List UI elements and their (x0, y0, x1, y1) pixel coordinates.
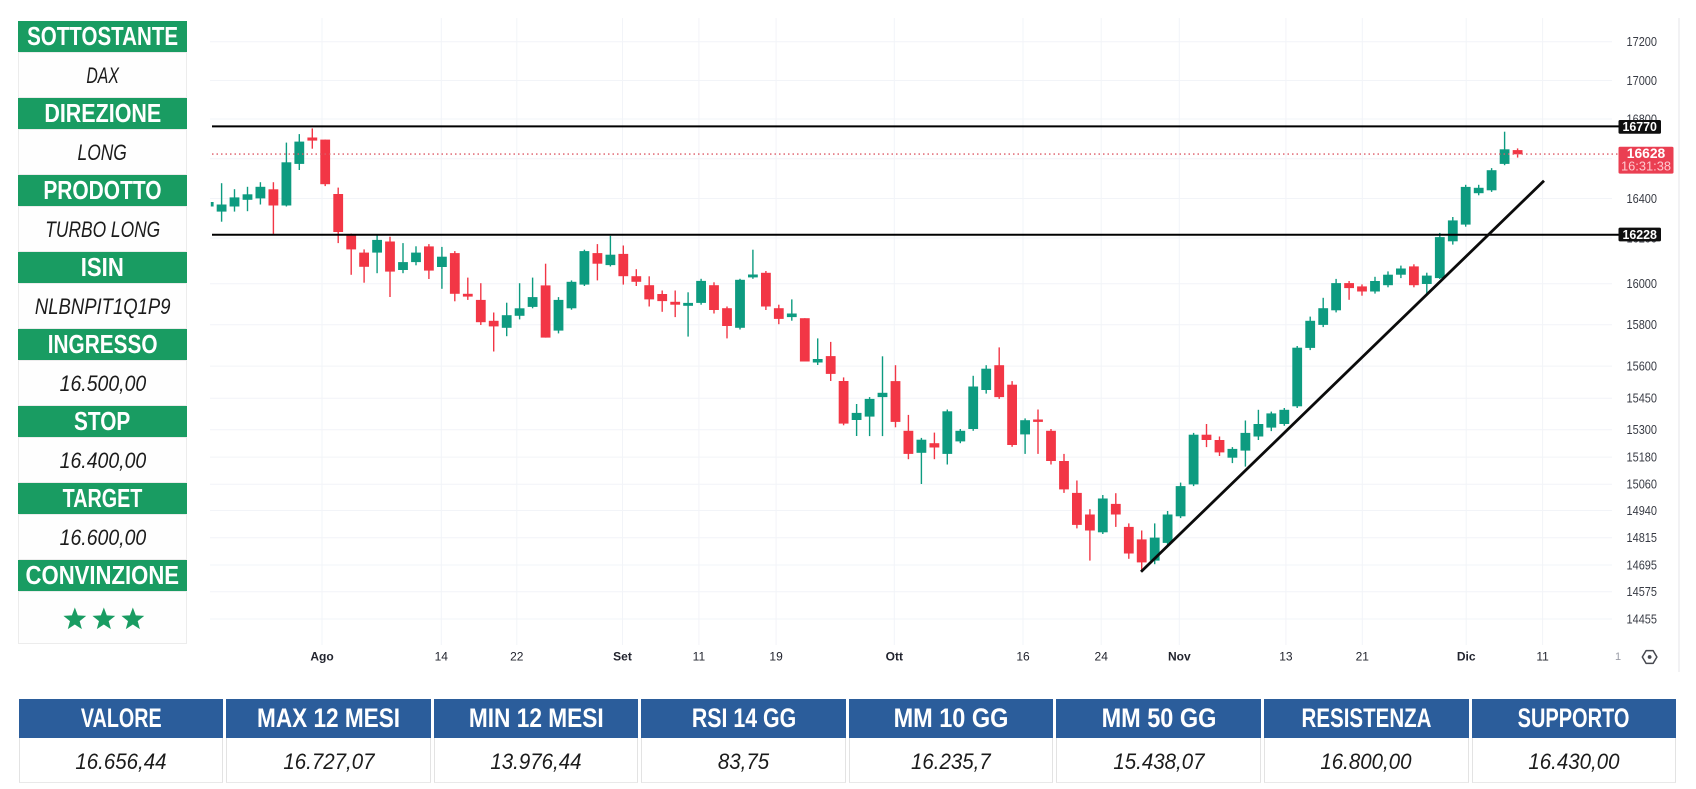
svg-text:14575: 14575 (1627, 585, 1658, 599)
svg-text:17200: 17200 (1627, 35, 1658, 49)
svg-text:14940: 14940 (1627, 504, 1658, 518)
svg-text:11: 11 (1536, 650, 1549, 664)
svg-text:15450: 15450 (1627, 392, 1658, 406)
svg-text:11: 11 (693, 650, 706, 664)
svg-text:16: 16 (1016, 650, 1030, 664)
svg-text:24: 24 (1095, 650, 1109, 664)
svg-text:15600: 15600 (1627, 359, 1658, 373)
svg-text:16000: 16000 (1627, 277, 1658, 291)
svg-text:14: 14 (435, 650, 449, 664)
svg-text:13: 13 (1279, 650, 1293, 664)
svg-text:16628: 16628 (1627, 146, 1666, 161)
svg-text:22: 22 (510, 650, 524, 664)
svg-text:14695: 14695 (1627, 558, 1658, 572)
svg-text:15180: 15180 (1627, 450, 1658, 464)
svg-text:16400: 16400 (1627, 192, 1658, 206)
svg-text:1: 1 (1615, 651, 1621, 663)
svg-text:15800: 15800 (1627, 318, 1658, 332)
svg-text:16:31:38: 16:31:38 (1621, 160, 1671, 174)
svg-text:16228: 16228 (1622, 228, 1657, 242)
svg-text:17000: 17000 (1627, 74, 1658, 88)
svg-text:14815: 14815 (1627, 531, 1658, 545)
svg-text:Ago: Ago (310, 650, 333, 664)
svg-text:Dic: Dic (1457, 650, 1476, 664)
svg-text:Nov: Nov (1168, 650, 1191, 664)
svg-text:21: 21 (1356, 650, 1370, 664)
svg-text:15060: 15060 (1627, 478, 1658, 492)
svg-text:Ott: Ott (886, 650, 903, 664)
svg-text:19: 19 (769, 650, 783, 664)
svg-text:16770: 16770 (1622, 120, 1657, 134)
svg-text:15300: 15300 (1627, 423, 1658, 437)
svg-text:14455: 14455 (1627, 612, 1658, 626)
svg-text:Set: Set (613, 650, 632, 664)
